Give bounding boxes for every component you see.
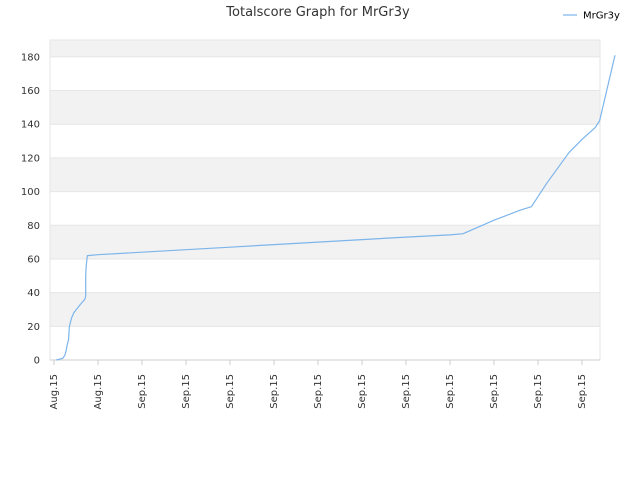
x-tick-label: Aug.15: [49, 374, 60, 409]
x-tick-label: Sep.15: [577, 374, 588, 409]
series-line-mrgr3y[interactable]: [56, 55, 616, 361]
y-tick-label: 160: [21, 86, 40, 97]
series-layer: [56, 55, 616, 361]
chart-title: Totalscore Graph for MrGr3y: [225, 5, 410, 20]
plot-band: [50, 157, 600, 192]
y-axis-labels: 0 20 40 60 80 100 120 140 160 180: [21, 52, 40, 366]
y-tick-label: 140: [21, 120, 40, 131]
gridlines: [49, 39, 601, 361]
x-tick-label: Aug.15: [93, 374, 104, 409]
plot-band: [50, 191, 600, 226]
x-tick-label: Sep.15: [445, 374, 456, 409]
x-tick-label: Sep.15: [533, 374, 544, 409]
legend[interactable]: MrGr3y: [563, 11, 620, 22]
x-axis: Aug.15 Aug.15 Sep.15 Sep.15 Sep.15 Sep.15 Sep.…: [49, 359, 600, 409]
x-tick-label: Sep.15: [313, 374, 324, 409]
plot-band: [50, 90, 600, 125]
legend-label-mrgr3y: MrGr3y: [583, 11, 620, 22]
y-tick-label: 180: [21, 52, 40, 63]
plot-band: [50, 292, 600, 327]
x-tick-label: Sep.15: [225, 374, 236, 409]
y-tick-label: 80: [27, 221, 40, 232]
x-tick-label: Sep.15: [269, 374, 280, 409]
x-tick-label: Sep.15: [137, 374, 148, 409]
y-tick-label: 60: [27, 254, 40, 265]
x-tick-label: Sep.15: [181, 374, 192, 409]
plot-band: [50, 40, 600, 57]
plot-band: [50, 124, 600, 158]
y-tick-label: 100: [21, 187, 40, 198]
x-tick-label: Sep.15: [401, 374, 412, 409]
y-tick-label: 120: [21, 153, 40, 164]
x-tick-label: Sep.15: [489, 374, 500, 409]
plot-bands: [50, 40, 600, 360]
plot-band: [50, 258, 600, 293]
y-tick-label: 20: [27, 322, 40, 333]
plot-band: [50, 326, 600, 360]
plot-band: [50, 56, 600, 91]
y-tick-label: 40: [27, 288, 40, 299]
y-tick-label: 0: [34, 356, 40, 367]
x-tick-label: Sep.15: [357, 374, 368, 409]
